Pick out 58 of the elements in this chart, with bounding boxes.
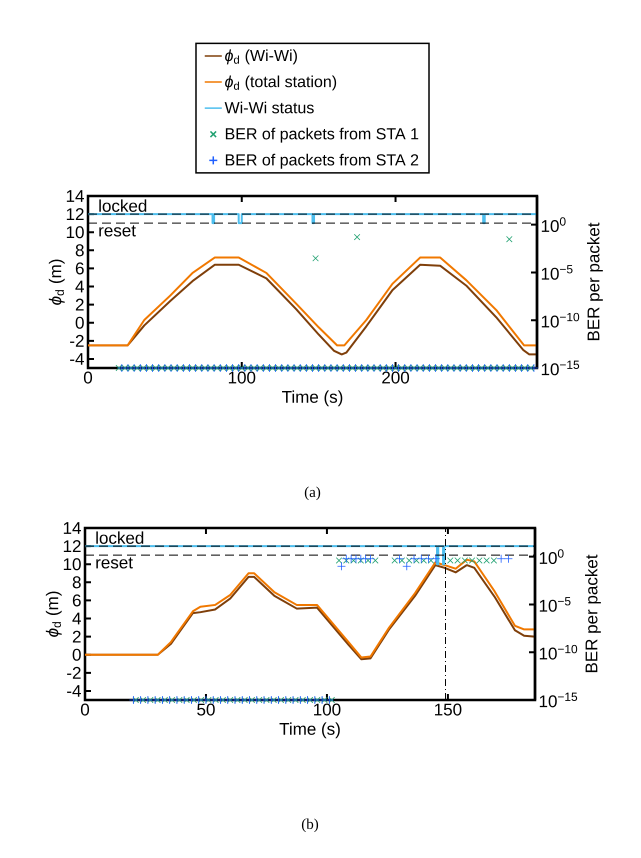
y-axis-title: ϕ$_{d}$ (m) xyxy=(48,260,65,305)
point xyxy=(496,554,506,564)
line-series xyxy=(88,256,537,346)
x-tick-label: 50 xyxy=(197,704,215,716)
y2-tick-label: 10$^{0}$ xyxy=(540,549,564,564)
y-tick-label: 8 xyxy=(72,576,81,588)
legend-label: Wi-Wi status xyxy=(224,102,314,114)
y-tick-label: 10 xyxy=(66,226,84,238)
y-tick-label: 2 xyxy=(76,298,84,311)
legend-label: ϕ$_{d}$ (total station) xyxy=(225,76,336,90)
x-tick-label: 0 xyxy=(84,372,92,384)
point xyxy=(402,562,412,571)
ref-line-label: locked xyxy=(99,199,146,212)
y-tick-label: -4 xyxy=(67,685,81,697)
y-tick-label: 4 xyxy=(72,612,81,624)
x-tick-label: 100 xyxy=(314,704,340,716)
y2-tick-label: 10$^{−10}$ xyxy=(542,312,580,328)
y2-tick-label: 10$^{0}$ xyxy=(542,217,566,232)
legend-label: BER of packets from STA 1 xyxy=(226,128,418,143)
y-tick-label: 4 xyxy=(75,280,84,292)
legend-label: BER of packets from STA 2 xyxy=(226,154,418,169)
point xyxy=(337,562,346,571)
y-tick-label: 12 xyxy=(64,540,81,552)
y-tick-label: 6 xyxy=(76,262,84,274)
y-tick-label: 0 xyxy=(72,648,81,661)
y2-tick-label: 10$^{−15}$ xyxy=(540,692,578,708)
x-axis-title: Time (s) xyxy=(282,390,342,406)
y-tick-label: -4 xyxy=(70,353,84,365)
x-tick-label: 150 xyxy=(435,704,462,716)
legend-label: ϕ$_{d}$ (Wi-Wi) xyxy=(225,49,297,64)
y-tick-label: 14 xyxy=(66,190,84,202)
ref-line-label: locked xyxy=(96,531,144,544)
y-tick-label: 8 xyxy=(76,244,84,256)
y2-tick-label: 10$^{−15}$ xyxy=(542,360,580,376)
x-axis-title: Time (s) xyxy=(280,722,340,738)
y-tick-label: 12 xyxy=(66,208,84,220)
y-tick-label: -2 xyxy=(70,334,84,347)
y2-tick-label: 10$^{−10}$ xyxy=(540,644,578,660)
y-tick-label: 6 xyxy=(72,594,81,606)
y-tick-label: 2 xyxy=(72,630,81,643)
point xyxy=(424,554,433,564)
ref-line-label: reset xyxy=(99,225,136,237)
point xyxy=(431,554,440,564)
text: (a) xyxy=(304,486,320,500)
text: (b) xyxy=(302,818,318,832)
x-tick-label: 100 xyxy=(228,372,256,384)
y2-tick-label: 10$^{−5}$ xyxy=(542,265,573,280)
ref-line-label: reset xyxy=(96,557,133,569)
y-axis-title: ϕ$_{d}$ (m) xyxy=(46,592,62,637)
y2-tick-label: 10$^{−5}$ xyxy=(540,597,571,612)
y-tick-label: 10 xyxy=(64,558,81,570)
y2-axis-title: BER per packet xyxy=(587,222,603,340)
y-tick-label: 14 xyxy=(64,522,81,534)
y2-axis-title: BER per packet xyxy=(585,554,601,672)
x-tick-label: 200 xyxy=(382,372,410,384)
y-tick-label: -2 xyxy=(67,666,81,679)
point xyxy=(504,554,513,564)
y-tick-label: 0 xyxy=(76,316,84,329)
